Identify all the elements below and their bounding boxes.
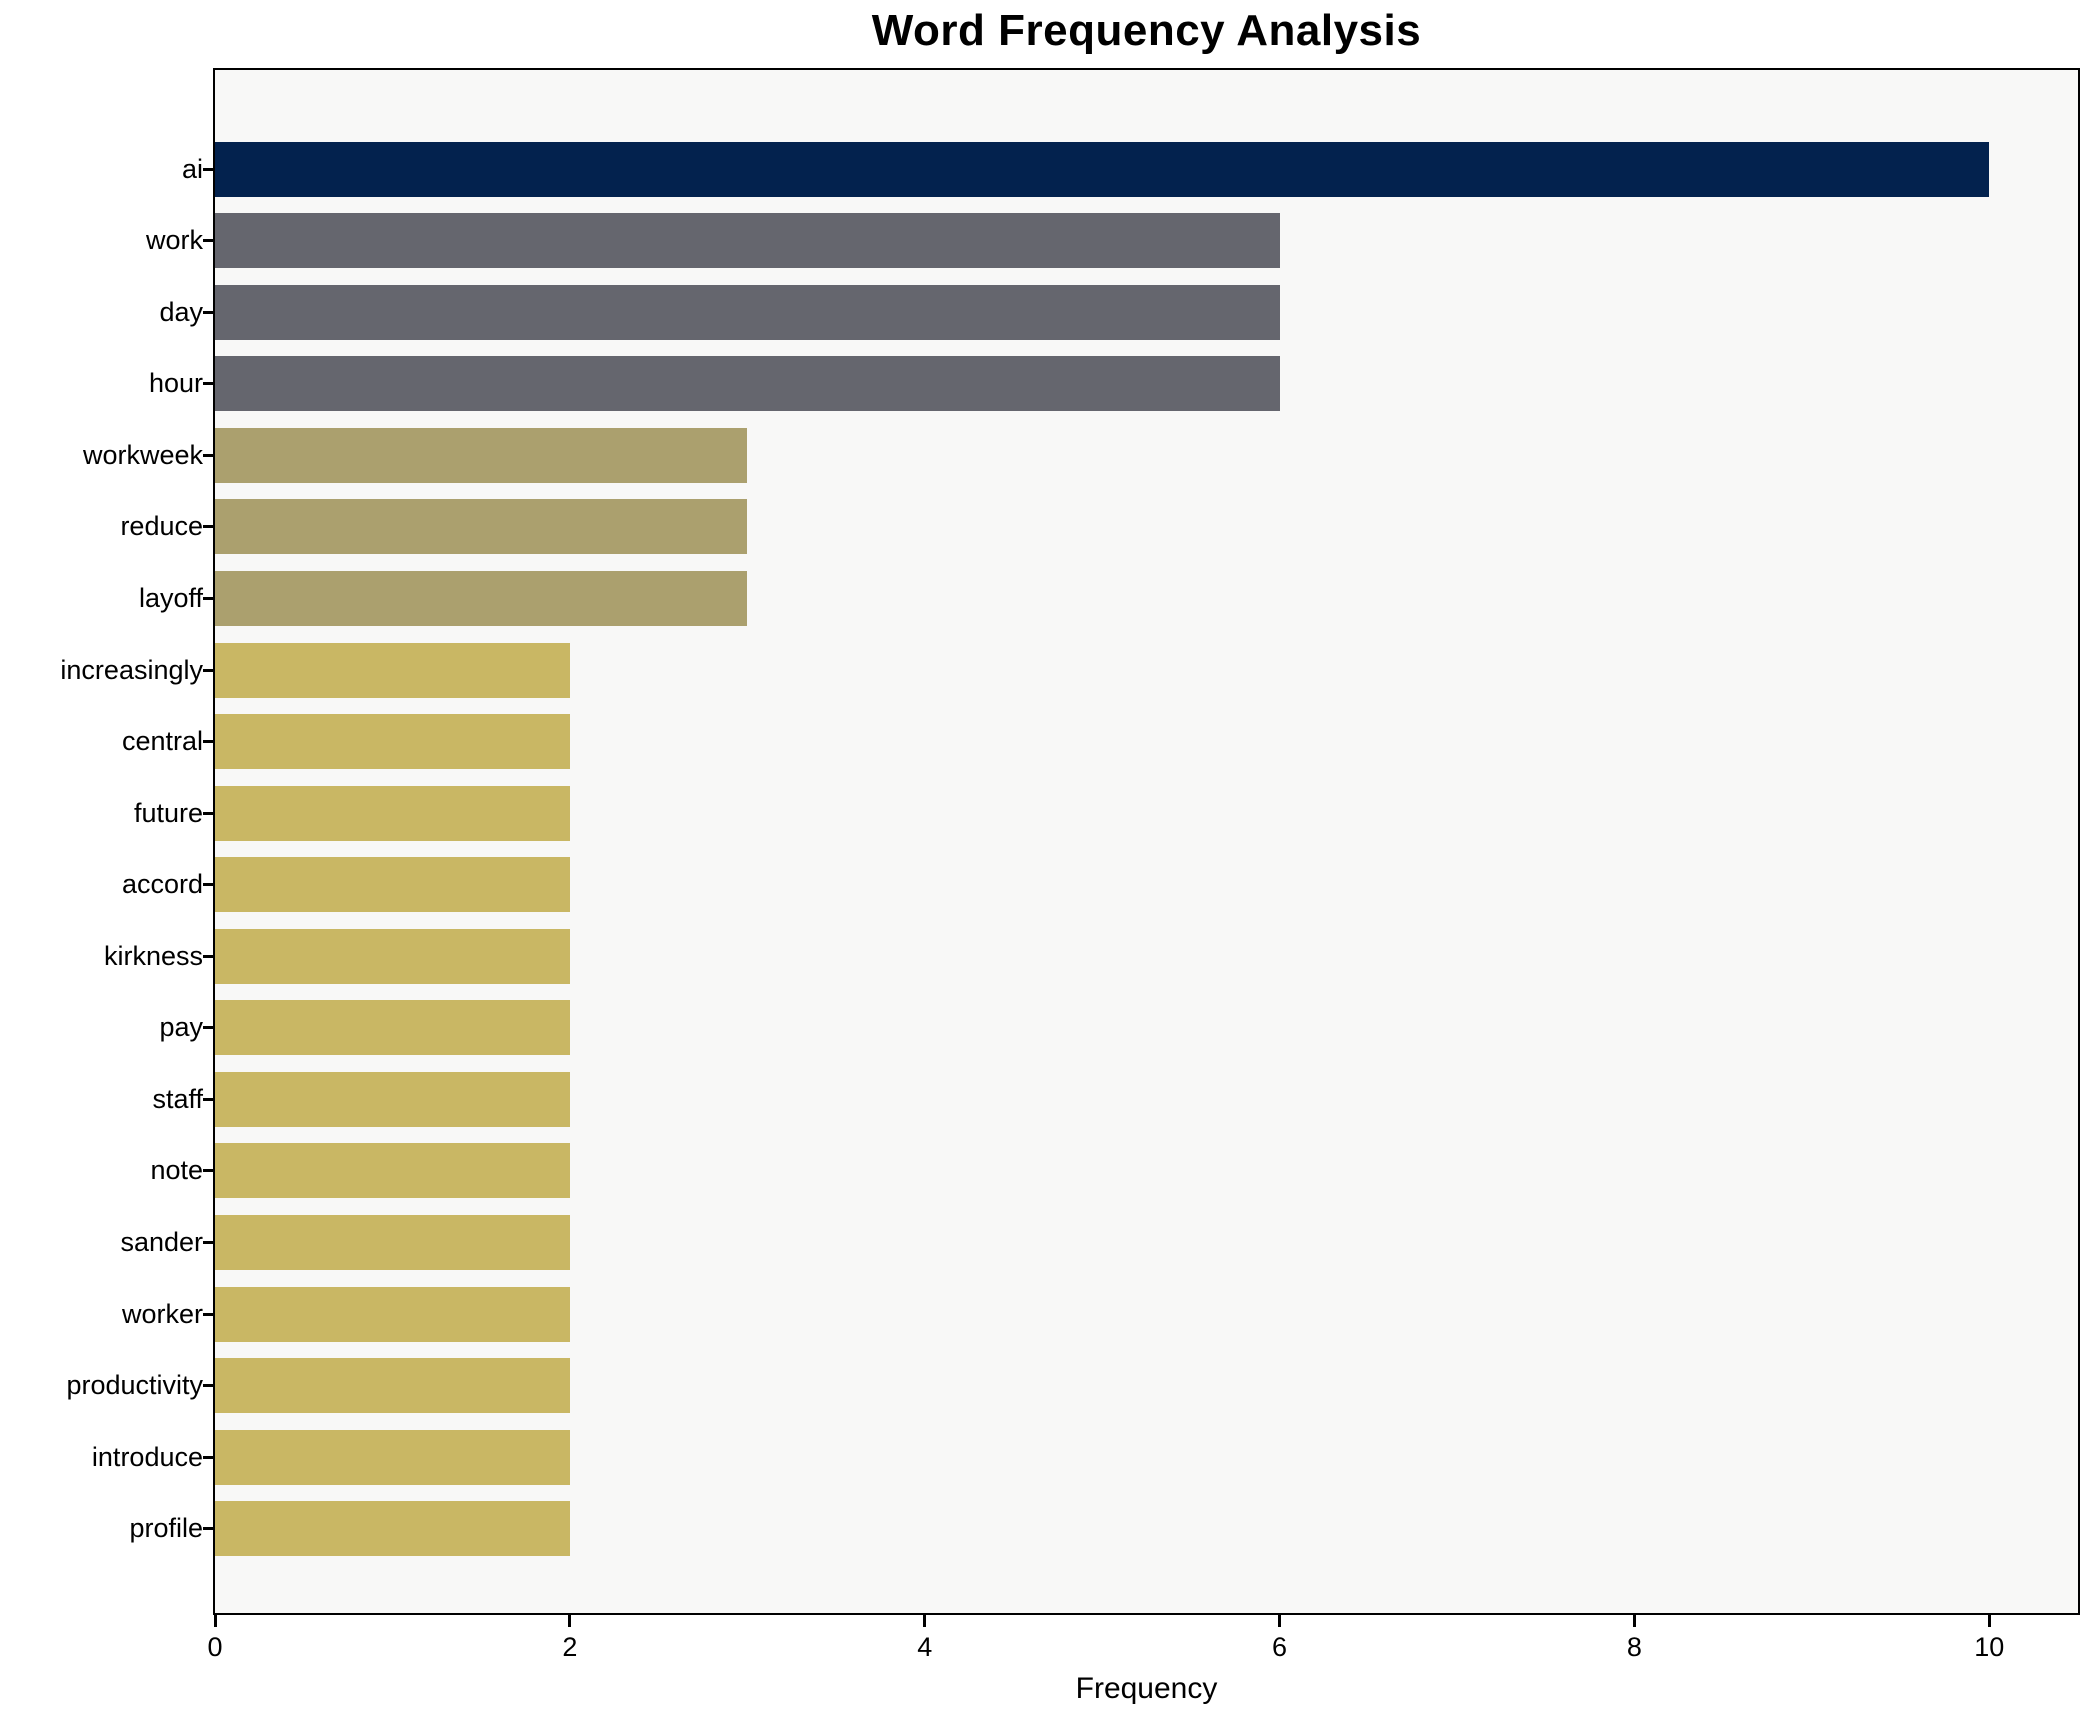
y-tick-label-productivity: productivity [66,1370,203,1401]
y-tick-label-day: day [159,296,203,327]
y-tick-mark [203,883,214,887]
bar-ai [215,141,1990,197]
x-tick-label-0: 0 [207,1632,223,1662]
y-tick-mark [203,1026,214,1030]
y-tick-mark [203,310,214,314]
x-tick-label-10: 10 [1974,1632,2005,1662]
y-tick-mark [203,668,214,672]
y-tick-mark [203,597,214,600]
x-tick-label-6: 6 [1272,1632,1288,1662]
y-tick-label-sander: sander [120,1226,203,1257]
y-tick-label-ai: ai [181,153,203,184]
y-tick-mark [203,239,214,243]
y-tick-label-future: future [133,797,203,828]
bar-kirkness [215,928,570,984]
y-tick-mark [203,525,214,529]
x-tick-label-4: 4 [917,1632,933,1662]
x-tick-mark [213,1615,217,1627]
bar-productivity [215,1358,570,1414]
y-tick-mark [203,1097,214,1101]
y-tick-mark [203,1240,214,1244]
x-tick-mark [1987,1615,1991,1627]
x-tick-mark [1278,1615,1282,1627]
y-tick-label-worker: worker [121,1298,203,1329]
y-tick-mark [203,1312,214,1316]
y-tick-label-kirkness: kirkness [103,940,203,971]
bar-day [215,284,1280,340]
y-tick-label-introduce: introduce [91,1441,203,1472]
bar-profile [215,1501,570,1557]
x-tick-label-8: 8 [1626,1632,1642,1662]
y-tick-mark [203,740,214,744]
y-tick-mark [203,1455,214,1459]
bar-staff [215,1071,570,1127]
y-tick-mark [203,954,214,958]
bar-accord [215,857,570,913]
y-tick-mark [203,1169,214,1173]
bar-layoff [215,571,748,626]
y-tick-label-profile: profile [129,1513,203,1544]
bar-reduce [215,499,748,555]
y-tick-label-staff: staff [152,1083,203,1114]
y-tick-label-central: central [121,726,203,757]
y-tick-label-reduce: reduce [120,511,203,542]
y-tick-mark [203,1527,214,1531]
chart-title: Word Frequency Analysis [871,6,1422,55]
bar-sander [215,1214,570,1270]
y-tick-label-workweek: workweek [82,439,203,470]
bar-hour [215,356,1280,412]
y-tick-label-increasingly: increasingly [60,654,203,685]
y-tick-mark [203,811,214,815]
bar-workweek [215,427,748,483]
y-tick-mark [203,382,214,386]
y-tick-mark [203,1384,214,1388]
bar-increasingly [215,642,570,698]
bar-introduce [215,1429,570,1485]
y-tick-label-layoff: layoff [138,583,203,613]
bar-worker [215,1286,570,1342]
y-tick-label-note: note [150,1155,203,1186]
bar-pay [215,1000,570,1056]
x-tick-mark [568,1615,572,1627]
y-tick-mark [203,167,214,171]
bar-future [215,785,570,841]
y-tick-label-work: work [145,225,203,256]
bar-central [215,714,570,770]
x-tick-mark [1632,1615,1636,1627]
x-axis-label: Frequency [1075,1672,1218,1705]
y-tick-mark [203,453,214,457]
y-tick-label-hour: hour [148,368,203,399]
x-tick-label-2: 2 [562,1632,578,1662]
x-tick-mark [923,1615,927,1627]
bar-work [215,213,1280,269]
bar-note [215,1143,570,1199]
y-tick-label-pay: pay [159,1012,203,1043]
y-tick-label-accord: accord [121,869,203,900]
